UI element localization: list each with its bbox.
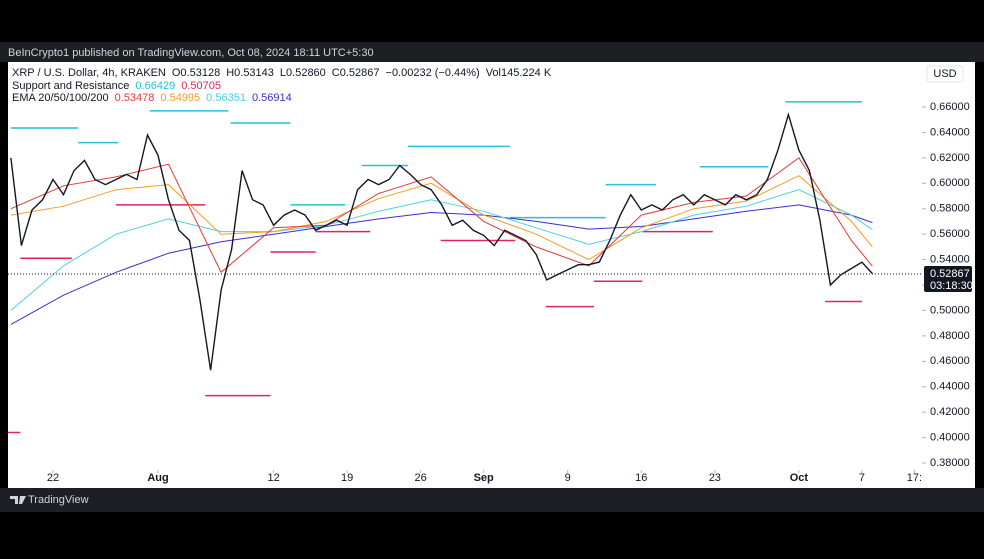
x-tick-label: 7 (859, 472, 865, 484)
y-tick-label: 0.38000 (930, 457, 970, 469)
ohlc-key: Vol (486, 67, 501, 79)
x-tick-label: 22 (47, 472, 59, 484)
y-tick-label: 0.40000 (930, 431, 970, 443)
series-line (10, 157, 873, 274)
series-line (10, 204, 873, 325)
ohlc-value: −0.00232 (−0.44%) (386, 67, 480, 79)
indicator-value: 0.66429 (135, 80, 175, 92)
currency-box (926, 65, 964, 83)
y-tick-label: 0.50000 (930, 304, 970, 316)
ohlc-key: C (332, 67, 340, 79)
x-tick-label: 17: (907, 472, 922, 484)
indicator-value: 0.50705 (181, 80, 221, 92)
indicator-value: 0.56351 (206, 92, 246, 104)
series-line (10, 189, 873, 311)
y-tick-label: 0.42000 (930, 406, 970, 418)
ohlc-key: H (226, 67, 234, 79)
ohlc-value: 0.53143 (234, 67, 274, 79)
x-tick-label: Sep (474, 472, 494, 484)
indicator-name: Support and Resistance (12, 80, 129, 92)
y-tick-label: 0.44000 (930, 381, 970, 393)
indicator-value: 0.53478 (115, 92, 155, 104)
last-price-box (924, 265, 972, 292)
x-tick-label: Oct (790, 472, 809, 484)
indicator-name: EMA 20/50/100/200 (12, 92, 109, 104)
last-price-label: 0.52867 (930, 268, 970, 280)
ohlc-value: 0.52860 (286, 67, 326, 79)
countdown: 03:18:30 (930, 280, 973, 292)
x-tick-label: 26 (415, 472, 427, 484)
y-tick-label: 0.58000 (930, 203, 970, 215)
y-tick-label: 0.46000 (930, 355, 970, 367)
top-bar (0, 42, 984, 62)
publish-info: BeInCrypto1 published on TradingView.com… (8, 47, 374, 59)
y-tick-label: 0.64000 (930, 126, 970, 138)
ohlc-value: 145.224 K (501, 67, 552, 79)
y-tick-label: 0.48000 (930, 330, 970, 342)
x-tick-label: Aug (147, 472, 168, 484)
ohlc-key: L (280, 67, 286, 79)
ohlc-value: 0.52867 (340, 67, 380, 79)
currency: USD (933, 68, 956, 80)
indicator-value: 0.54995 (160, 92, 200, 104)
y-tick-label: 0.62000 (930, 152, 970, 164)
x-tick-label: 23 (709, 472, 721, 484)
y-tick-label: 0.66000 (930, 101, 970, 113)
symbol: XRP / U.S. Dollar, 4h, KRAKEN (12, 67, 166, 79)
series-line (10, 112, 873, 371)
brand: TradingView (28, 494, 89, 506)
x-tick-label: 19 (341, 472, 353, 484)
logo-icon (10, 496, 26, 504)
y-tick-label: 0.60000 (930, 177, 970, 189)
x-tick-label: 16 (635, 472, 647, 484)
y-tick-label: 0.56000 (930, 228, 970, 240)
ohlc-key: O (172, 67, 181, 79)
x-tick-label: 9 (565, 472, 571, 484)
indicator-value: 0.56914 (252, 92, 292, 104)
chart-area (8, 62, 975, 488)
bottom-bar (0, 488, 984, 512)
x-tick-label: 12 (267, 472, 279, 484)
ohlc-value: 0.53128 (180, 67, 220, 79)
y-tick-label: 0.54000 (930, 253, 970, 265)
